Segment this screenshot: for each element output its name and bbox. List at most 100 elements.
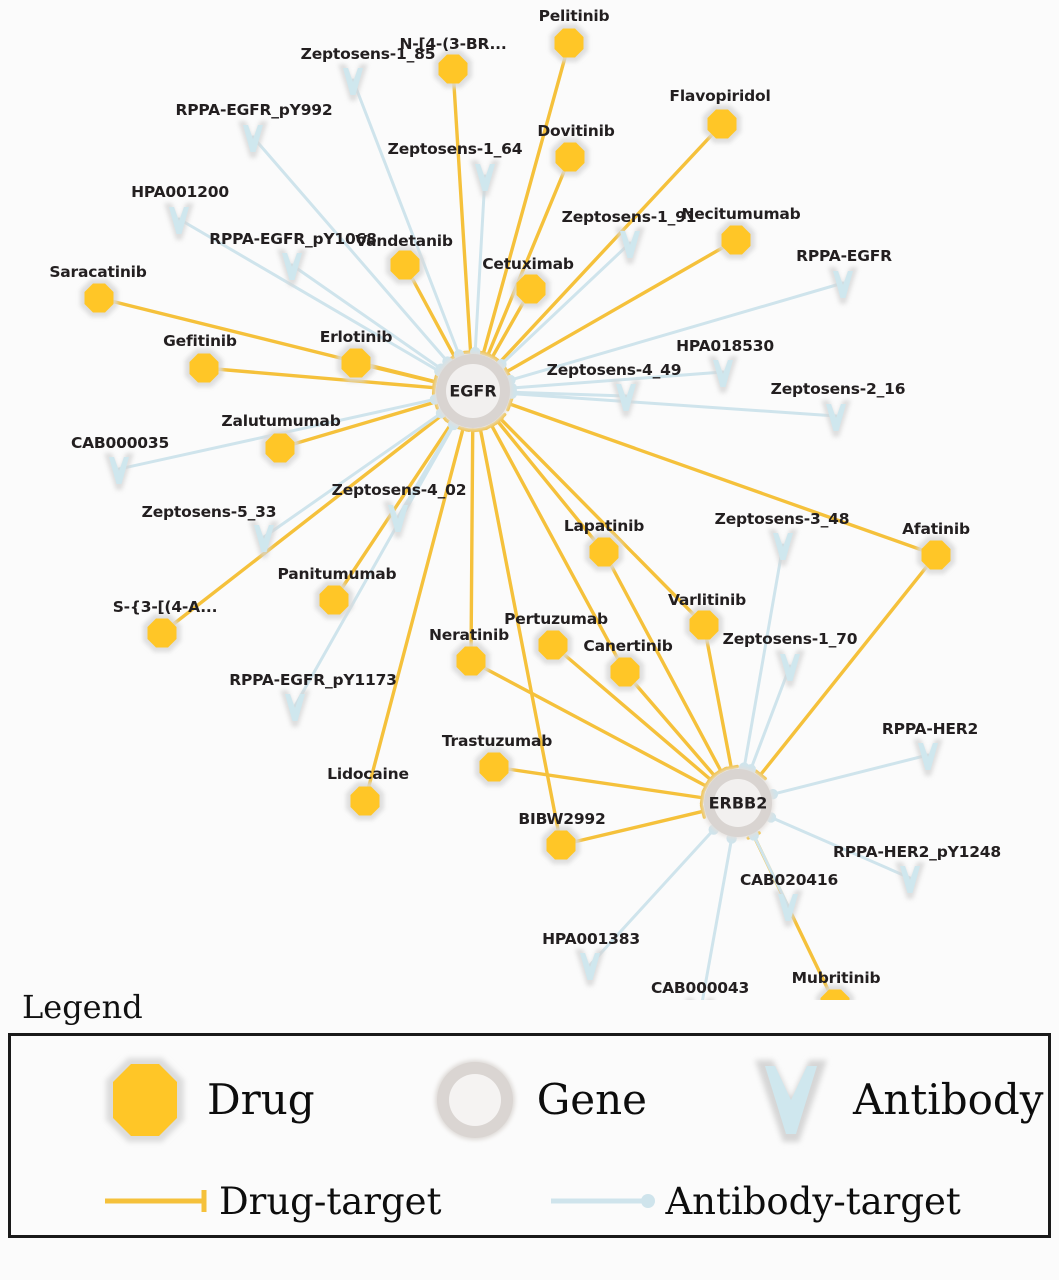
antibody-node[interactable] [338, 64, 368, 101]
drug-node[interactable] [606, 653, 644, 691]
antibody-node[interactable] [615, 227, 645, 264]
antibody-node[interactable] [277, 249, 307, 286]
drug-target-edge[interactable] [623, 670, 717, 778]
antibody-node[interactable] [708, 356, 738, 393]
antibody-node[interactable] [828, 267, 858, 304]
drug-target-edge[interactable] [602, 550, 723, 773]
antibody-node[interactable] [104, 453, 134, 490]
antibody-node[interactable] [685, 998, 715, 1000]
drug-node[interactable] [512, 270, 550, 308]
antibody-node[interactable] [768, 529, 798, 566]
antibody-target-edge[interactable] [588, 828, 716, 967]
legend: Legend Drug Gene [0, 989, 1059, 1239]
drug-target-edge[interactable] [489, 423, 627, 674]
drug-target-edge[interactable] [278, 400, 438, 450]
drug-node[interactable] [475, 748, 513, 786]
drug-node[interactable] [685, 606, 723, 644]
drug-node[interactable] [386, 246, 424, 284]
drug-octagon-icon [438, 54, 468, 84]
drug-target-edge[interactable] [451, 67, 473, 354]
antibody-node[interactable] [913, 739, 943, 776]
antibody-target-edge[interactable] [473, 174, 487, 354]
antibody-node[interactable] [164, 203, 194, 240]
drug-node[interactable] [550, 24, 588, 62]
gene-node-egfr[interactable] [434, 352, 512, 430]
antibody-node[interactable] [470, 160, 500, 197]
antibody-node[interactable] [575, 949, 605, 986]
drug-target-edge[interactable] [160, 413, 444, 635]
drug-node[interactable] [585, 533, 623, 571]
drug-target-edge[interactable] [469, 428, 475, 663]
antibody-node[interactable] [249, 521, 279, 558]
drug-node[interactable] [261, 429, 299, 467]
antibody-node[interactable] [383, 501, 413, 538]
antibody-target-edge[interactable] [290, 263, 443, 371]
drug-node[interactable] [337, 344, 375, 382]
antibody-target-edge[interactable] [293, 423, 456, 708]
drug-target-edge[interactable] [492, 765, 705, 800]
drug-target-edge[interactable] [469, 659, 708, 788]
drug-node[interactable] [534, 626, 572, 664]
antibody-target-edge[interactable] [510, 392, 838, 418]
drug-target-edge[interactable] [478, 427, 563, 847]
drug-target-edge[interactable] [363, 427, 465, 803]
drug-node[interactable] [542, 826, 580, 864]
antibody-target-edge[interactable] [769, 815, 912, 880]
gene-node-erbb2[interactable] [702, 767, 774, 839]
antibody-target-edge[interactable] [510, 390, 628, 398]
drug-octagon-icon [106, 1058, 184, 1143]
antibody-target-edge[interactable] [251, 135, 449, 364]
network-graph-canvas[interactable] [0, 0, 1059, 1000]
legend-label-antibody: Antibody [853, 1075, 1044, 1125]
antibody-target-edge[interactable] [742, 543, 785, 770]
drug-target-edge[interactable] [559, 809, 705, 847]
edges-layer [97, 41, 938, 1000]
drug-target-edge[interactable] [702, 623, 733, 770]
antibody-target-edge[interactable] [700, 836, 734, 1000]
antibody-target-edge[interactable] [262, 411, 443, 539]
antibody-halo [685, 998, 715, 1000]
antibody-target-edge[interactable] [499, 241, 632, 366]
drug-target-edge[interactable] [498, 417, 706, 627]
drug-octagon-icon [516, 274, 546, 304]
drug-node[interactable] [315, 581, 353, 619]
antibody-target-edge[interactable] [749, 664, 792, 771]
antibody-chevron-icon [826, 404, 846, 431]
antibody-node[interactable] [773, 890, 803, 927]
antibody-target-edge[interactable] [508, 281, 845, 382]
antibody-node[interactable] [821, 400, 851, 437]
drug-target-edge[interactable] [497, 122, 724, 365]
drug-node[interactable] [452, 642, 490, 680]
antibody-chevron-icon [833, 271, 853, 298]
gene-nodes-layer [434, 352, 774, 839]
drug-node[interactable] [917, 536, 955, 574]
antibody-node[interactable] [280, 690, 310, 727]
drug-node[interactable] [346, 782, 384, 820]
drug-edge-tbar [754, 769, 767, 781]
antibody-node[interactable] [775, 650, 805, 687]
drug-node[interactable] [551, 138, 589, 176]
drug-target-edge[interactable] [551, 643, 713, 782]
legend-edge-row: Drug-target Antibody-target [11, 1164, 1048, 1238]
drug-target-edge[interactable] [495, 419, 606, 554]
antibody-node[interactable] [895, 862, 925, 899]
drug-node[interactable] [816, 985, 854, 1000]
drug-target-edge[interactable] [486, 155, 572, 357]
drug-node[interactable] [143, 614, 181, 652]
antibody-target-edge[interactable] [351, 78, 461, 357]
antibody-target-edge[interactable] [771, 753, 930, 796]
drug-target-edge[interactable] [481, 41, 571, 356]
drug-target-edge[interactable] [508, 402, 938, 557]
drug-edge-tbar [506, 396, 514, 412]
drug-target-edge[interactable] [758, 553, 938, 777]
antibody-node[interactable] [238, 121, 268, 158]
antibody-target-edge[interactable] [177, 217, 441, 373]
drug-node[interactable] [717, 221, 755, 259]
drug-target-edge[interactable] [505, 238, 738, 374]
antibody-node[interactable] [611, 380, 641, 417]
drug-node[interactable] [80, 279, 118, 317]
drug-node[interactable] [703, 105, 741, 143]
drug-target-edge[interactable] [202, 366, 436, 390]
drug-node[interactable] [434, 50, 472, 88]
drug-node[interactable] [185, 349, 223, 387]
